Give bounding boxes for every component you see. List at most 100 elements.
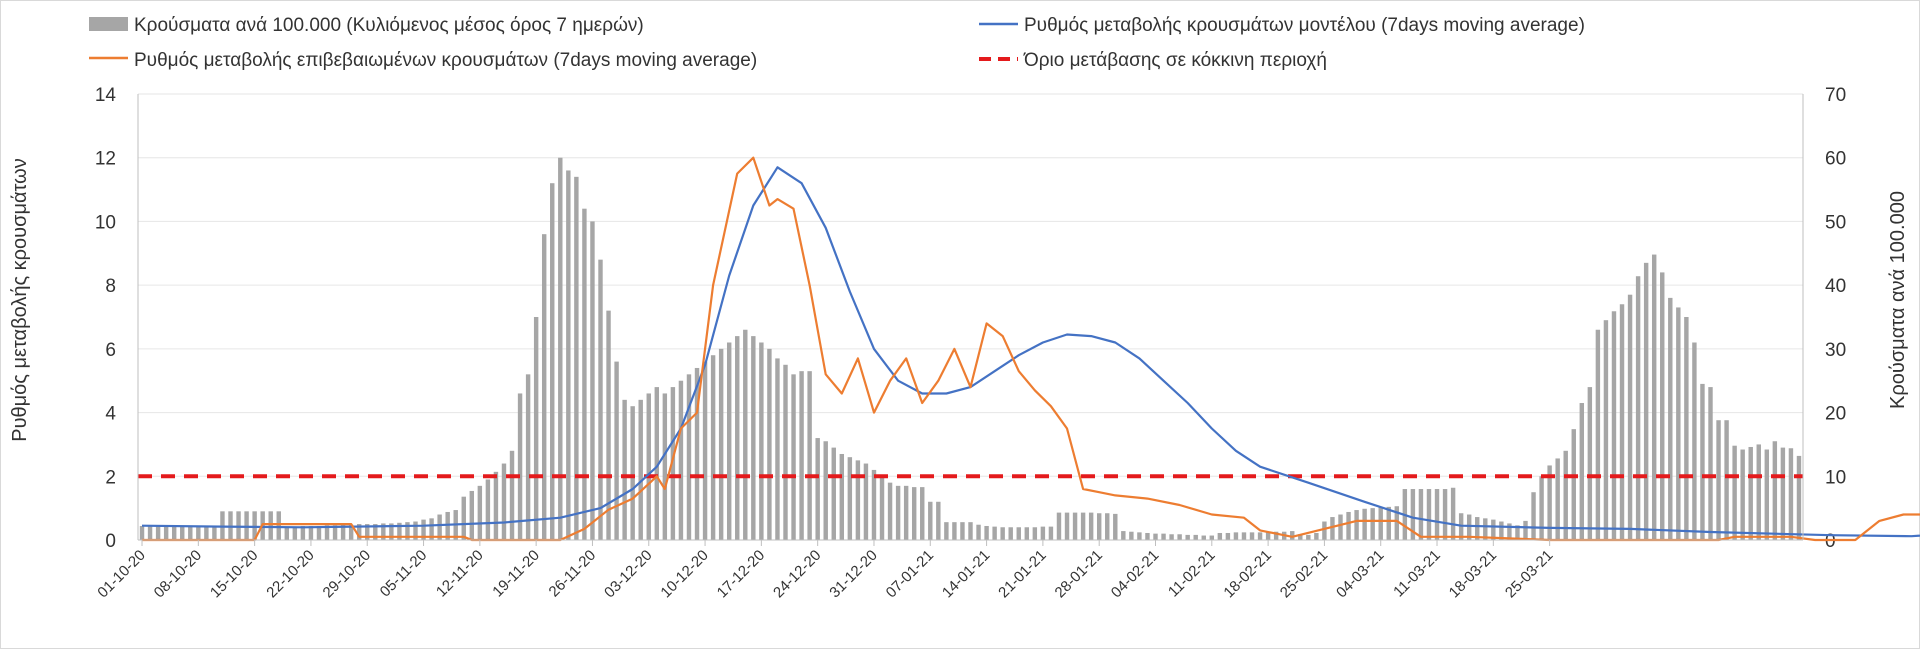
left-tick-label: 12 [95,149,116,170]
bar [1249,532,1255,540]
bar [1748,446,1753,540]
bar [759,342,764,540]
bar [340,524,346,540]
bar [1394,506,1400,540]
bar [662,393,668,540]
bar [1716,420,1721,540]
bar [356,524,362,540]
bar [1603,320,1609,540]
bar-series [139,157,1802,541]
right-tick-label: 20 [1825,404,1846,425]
bar [533,317,539,540]
bar [1040,526,1046,540]
bar [590,221,595,540]
right-tick-label: 0 [1825,531,1836,552]
bar [1692,342,1697,540]
bar [920,487,925,540]
bar [1499,521,1504,540]
bar [1651,254,1657,540]
bar [936,501,941,540]
bar [887,482,893,540]
bar [348,524,354,540]
bar [1619,304,1625,540]
bar [1193,534,1198,540]
bar [895,485,901,540]
bar [574,176,579,541]
confirmed-line [142,156,1920,542]
bar [1378,507,1383,540]
legend-threshold-label: Όριο μετάβασης σε κόκκινη περιοχή [1023,50,1327,71]
bar [1764,449,1770,540]
bar [1273,531,1279,540]
bar [1732,445,1737,540]
bar [984,525,989,540]
bar [300,525,306,540]
bar [622,399,627,540]
bar [992,526,997,540]
bar [879,476,885,540]
bar [944,522,949,540]
bar [477,485,483,540]
bar [397,522,402,540]
bar [598,259,603,540]
bar [1466,514,1472,540]
bar [1241,532,1247,540]
bar [1370,508,1375,540]
bar [1434,489,1440,540]
bar [638,399,643,540]
bar [871,469,877,540]
bar [1442,489,1448,540]
bar [373,524,378,540]
bar [823,441,828,540]
bar [847,457,853,540]
bar [1177,534,1182,540]
right-tick-label: 40 [1825,276,1846,297]
bar [960,522,965,540]
left-tick-label: 10 [95,212,116,233]
bar [1338,514,1343,540]
bar [1185,534,1190,540]
bar [1587,387,1593,540]
bar [381,523,386,540]
bar [1113,513,1118,540]
right-axis-ticks: 0 10 20 30 40 50 60 70 [1825,85,1846,552]
bar [1507,523,1512,540]
bar [493,471,499,540]
bar [1539,476,1544,540]
bar [485,479,491,540]
bar [1362,508,1367,540]
bar [1048,526,1054,540]
bar [429,518,434,540]
bar [180,525,185,540]
bar [1660,272,1665,540]
bar [1064,512,1070,540]
bar [316,525,322,540]
bar [139,525,145,540]
left-tick-label: 14 [95,85,117,106]
bar [646,393,651,540]
bar [863,463,869,540]
bar [928,501,933,540]
bar [702,361,708,540]
bar [517,393,523,540]
bar [212,525,217,540]
bar [1531,492,1536,540]
bar [268,511,273,540]
bar [1169,534,1174,540]
bar [1475,517,1480,540]
left-tick-label: 2 [105,467,116,488]
bar [1523,520,1528,540]
bar [204,525,209,540]
bar [1740,449,1745,540]
bar [1756,444,1761,540]
legend-bars-swatch [89,17,128,31]
bar [1016,527,1021,540]
bar [389,523,394,540]
bar [1105,513,1110,540]
bar [196,525,201,540]
bar [1306,534,1311,540]
left-tick-label: 6 [105,340,116,361]
bar [1088,512,1094,540]
bar [903,485,909,540]
bar [324,525,330,540]
